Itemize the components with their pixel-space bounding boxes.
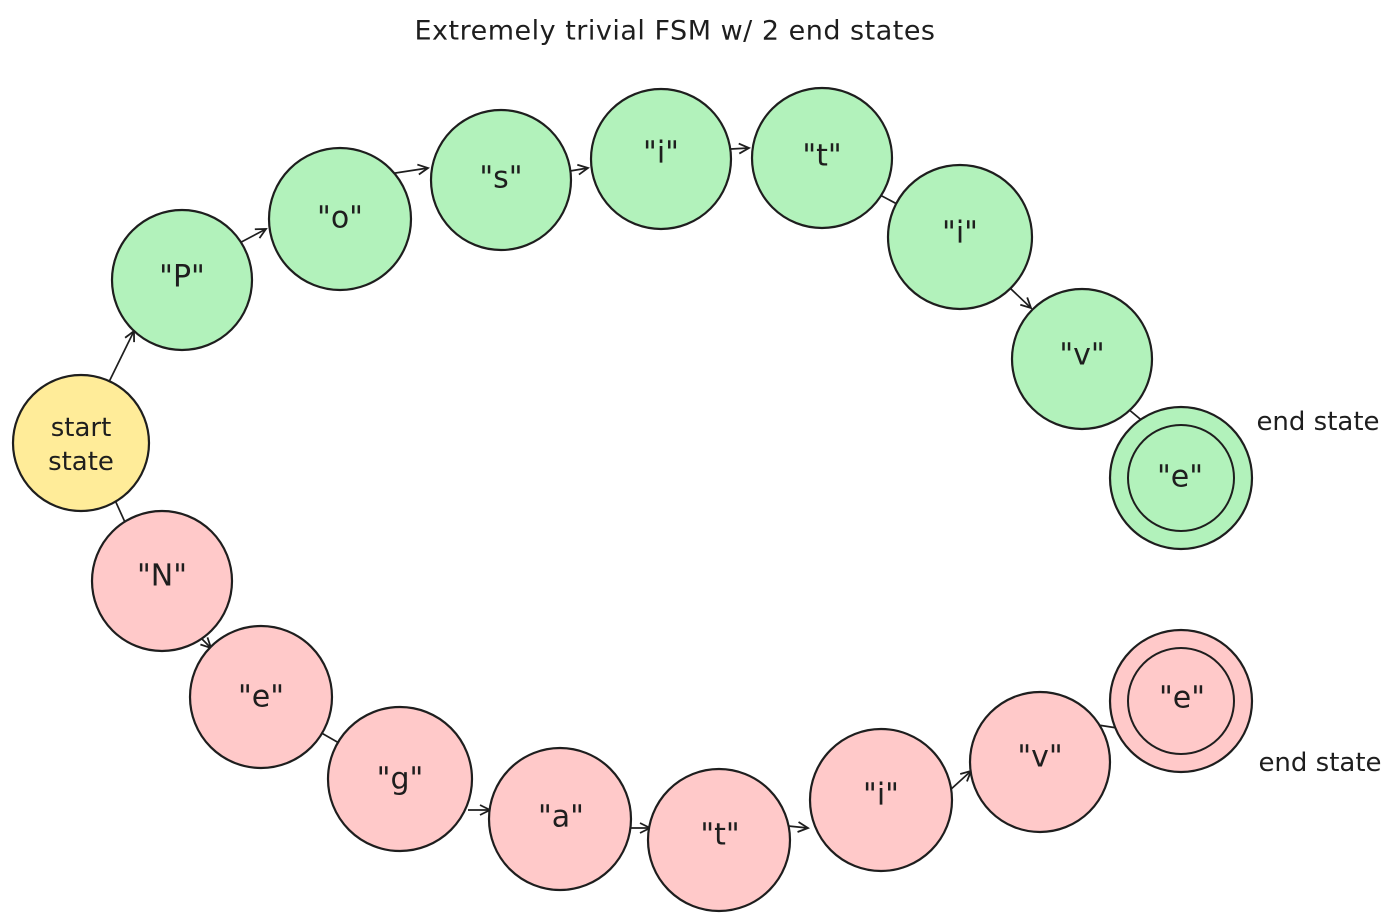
state-node-g: "g" (326, 705, 474, 853)
state-node-end-negative: "e" (1108, 628, 1254, 774)
state-node-i3: "i" (808, 727, 954, 873)
start-state-label-line2: state (48, 447, 114, 477)
diagram-title: Extremely trivial FSM w/ 2 end states (414, 16, 935, 47)
state-letter-i2: "i" (942, 216, 978, 251)
state-node-t2: "t" (646, 767, 792, 913)
state-circle-g (326, 705, 474, 853)
state-node-end-positive: "e" (1108, 405, 1254, 551)
state-letter-n: "N" (137, 559, 187, 594)
state-node-i1: "i" (589, 87, 733, 231)
state-letter-e-positive: "e" (1157, 460, 1203, 495)
state-letter-p: "P" (159, 260, 205, 295)
state-circle-a (487, 746, 633, 892)
state-node-v2: "v" (968, 690, 1112, 834)
arrow-i2-to-v (1010, 288, 1033, 310)
end-state-label-positive: end state (1256, 407, 1379, 437)
arrow-start-to-p (105, 329, 135, 389)
end-state-label-negative: end state (1258, 748, 1381, 778)
end-state-outer-circle-negative (1108, 628, 1254, 774)
state-letter-v2: "v" (1017, 740, 1062, 775)
state-circle-i1 (589, 87, 733, 231)
state-node-n: "N" (90, 509, 234, 653)
state-circle-t2 (646, 767, 792, 913)
state-node-e2: "e" (188, 624, 334, 770)
state-node-p: "P" (110, 208, 254, 352)
state-node-a: "a" (487, 746, 633, 892)
state-circle-o (267, 146, 413, 292)
state-letter-g: "g" (377, 762, 424, 797)
state-circle-n (90, 509, 234, 653)
end-state-inner-circle-positive (1127, 424, 1235, 532)
end-state-outer-circle-positive (1108, 405, 1254, 551)
state-circle-t1 (750, 86, 894, 230)
state-node-i2: "i" (886, 163, 1034, 311)
arrow-t-to-i3 (787, 821, 811, 833)
state-circle-i2 (886, 163, 1034, 311)
state-letter-e2: "e" (238, 680, 284, 715)
end-state-inner-circle-negative (1127, 647, 1235, 755)
state-node-s: "s" (429, 108, 573, 252)
state-node-start: start state (11, 373, 151, 513)
state-letter-a: "a" (538, 800, 584, 835)
start-state-circle (11, 373, 151, 513)
state-circle-i3 (808, 727, 954, 873)
state-letter-t1: "t" (802, 139, 841, 174)
arrow-i3-to-v2 (948, 769, 973, 792)
state-letter-i1: "i" (643, 136, 679, 171)
state-circle-v1 (1010, 287, 1154, 431)
state-letter-o: "o" (317, 201, 363, 236)
state-circle-v2 (968, 690, 1112, 834)
state-node-o: "o" (267, 146, 413, 292)
state-letter-t2: "t" (700, 818, 739, 853)
arrow-s-to-i (569, 163, 590, 176)
state-letter-s: "s" (479, 161, 522, 196)
state-letter-i3: "i" (863, 778, 899, 813)
state-node-v1: "v" (1010, 287, 1154, 431)
arrow-i-to-t (730, 142, 752, 155)
state-letter-v1: "v" (1059, 338, 1104, 373)
start-state-label-line1: start (51, 413, 112, 443)
state-circle-p (110, 208, 254, 352)
state-letter-e-negative: "e" (1159, 681, 1205, 716)
state-node-t1: "t" (750, 86, 894, 230)
state-circle-e2 (188, 624, 334, 770)
state-circle-s (429, 108, 573, 252)
